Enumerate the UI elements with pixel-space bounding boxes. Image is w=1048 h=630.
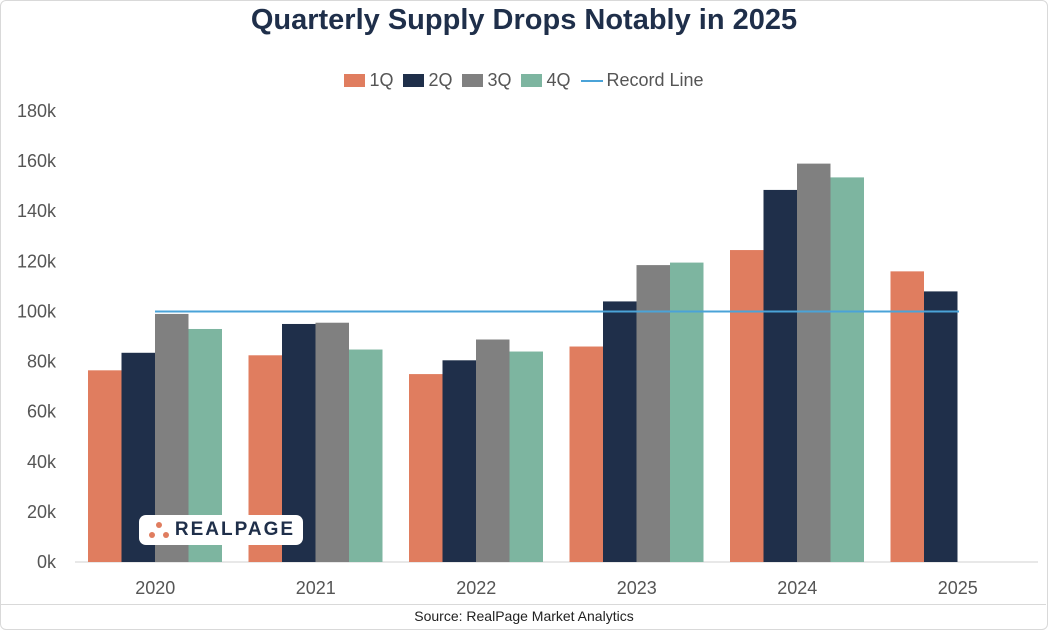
source-note: Source: RealPage Market Analytics — [414, 608, 634, 624]
legend-label-1q: 1Q — [369, 70, 394, 90]
legend-item-1q: 1Q — [344, 70, 393, 91]
bar-4q-2021 — [349, 349, 383, 562]
bar-1q-2023 — [569, 346, 603, 562]
bar-3q-2021 — [315, 322, 349, 562]
realpage-logo: REALPAGE — [139, 515, 303, 545]
legend-item-3q: 3Q — [462, 70, 511, 91]
legend-item-4q: 4Q — [521, 70, 571, 91]
bar-4q-2024 — [830, 177, 864, 562]
bar-2q-2023 — [603, 301, 637, 562]
x-tick-label: 2022 — [456, 578, 496, 598]
y-tick-label: 120k — [17, 251, 57, 271]
bar-1q-2022 — [409, 374, 443, 562]
legend-swatch-3q — [462, 74, 484, 87]
legend: 1Q 2Q 3Q 4Q Record Line — [0, 70, 1048, 91]
legend-swatch-1q — [344, 74, 366, 87]
bar-3q-2023 — [636, 265, 670, 562]
legend-swatch-2q — [403, 74, 425, 87]
bar-2q-2022 — [442, 360, 476, 562]
bar-2q-2024 — [763, 189, 797, 563]
y-tick-label: 20k — [27, 502, 57, 522]
bar-3q-2022 — [476, 339, 510, 562]
x-tick-label: 2025 — [938, 578, 978, 598]
y-tick-label: 0k — [37, 552, 57, 572]
legend-label-4q: 4Q — [546, 70, 571, 90]
y-tick-label: 160k — [17, 151, 57, 171]
bar-2q-2025 — [924, 291, 958, 562]
y-tick-label: 100k — [17, 301, 57, 321]
y-tick-label: 180k — [17, 101, 57, 121]
x-tick-label: 2023 — [617, 578, 657, 598]
legend-label-record-line: Record Line — [606, 70, 704, 90]
y-tick-label: 60k — [27, 402, 57, 422]
bar-3q-2024 — [797, 163, 831, 562]
bar-chart: 0k 20k 40k 60k 80k 100k 120k 140k 160k 180k 2020 20… — [17, 101, 1038, 598]
chart-title: Quarterly Supply Drops Notably in 2025 — [250, 4, 798, 36]
legend-swatch-record-line — [580, 79, 603, 82]
legend-swatch-4q — [521, 74, 543, 87]
logo-text: REALPAGE — [174, 519, 296, 540]
legend-label-3q: 3Q — [487, 70, 512, 90]
y-tick-label: 140k — [17, 201, 57, 221]
bar-4q-2023 — [670, 262, 704, 562]
legend-label-2q: 2Q — [428, 70, 453, 90]
bar-1q-2020 — [88, 370, 122, 562]
bar-1q-2025 — [890, 271, 924, 562]
legend-item-record-line: Record Line — [580, 70, 704, 91]
x-tick-label: 2020 — [135, 578, 175, 598]
realpage-dots-icon — [148, 522, 169, 538]
x-tick-label: 2021 — [296, 578, 336, 598]
x-tick-label: 2024 — [777, 578, 817, 598]
y-tick-label: 80k — [27, 352, 57, 372]
footer-divider — [0, 604, 1046, 605]
legend-item-2q: 2Q — [403, 70, 452, 91]
y-tick-label: 40k — [27, 452, 57, 472]
bar-4q-2022 — [509, 351, 543, 562]
bar-1q-2024 — [730, 250, 764, 562]
